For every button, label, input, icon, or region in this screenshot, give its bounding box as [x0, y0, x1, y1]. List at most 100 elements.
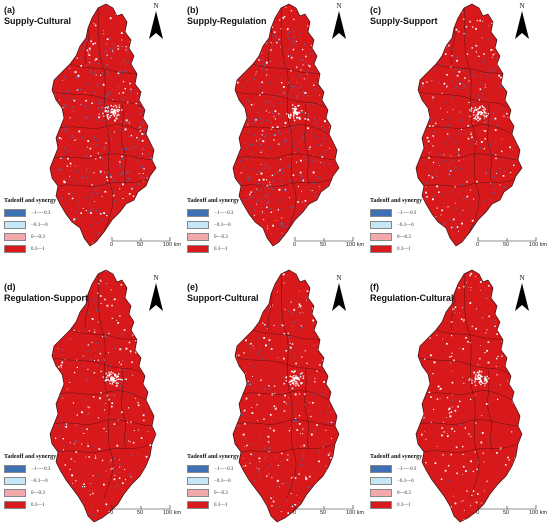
legend-swatch — [4, 245, 26, 253]
legend: Tadeoff and synergy −1—−0.3 −0.3—0 0—0.3 0.3… — [187, 454, 297, 511]
legend-item: 0.3—1 — [187, 243, 297, 255]
district-boundary — [84, 27, 90, 65]
legend-label: 0—0.3 — [214, 234, 228, 240]
district-boundary — [252, 329, 321, 341]
district-boundary — [53, 153, 153, 161]
scale-tick-label: 100 km — [163, 510, 182, 516]
scale-tick-label: 50 — [503, 510, 510, 516]
district-boundary — [487, 369, 493, 451]
scale-tick-label: 50 — [137, 510, 144, 516]
district-boundary — [236, 419, 336, 427]
region-map — [232, 3, 340, 247]
north-arrow-icon: N — [329, 2, 349, 40]
region-outline — [232, 269, 340, 523]
panel-label: (d) Regulation-Support — [4, 282, 88, 303]
region-map — [232, 269, 340, 523]
district-boundary — [425, 390, 513, 401]
north-label: N — [153, 2, 159, 10]
legend-label: 0—0.3 — [31, 234, 45, 240]
north-arrow-icon: N — [146, 274, 166, 312]
scale-bar: 0 50 100 km — [291, 236, 364, 254]
legend-label: −1—−0.3 — [31, 466, 51, 472]
legend-title: Tadeoff and synergy — [370, 198, 423, 204]
region-outline — [415, 269, 523, 523]
district-boundary — [450, 27, 456, 65]
legend-swatch — [370, 245, 392, 253]
district-boundary — [97, 7, 114, 233]
north-arrow-icon: N — [329, 274, 349, 312]
legend-swatch — [187, 209, 209, 217]
district-boundary — [280, 7, 297, 233]
district-boundary — [236, 153, 336, 161]
region-map — [415, 3, 523, 247]
legend-label: −1—−0.3 — [397, 466, 417, 472]
scale-tick-label: 100 km — [346, 510, 365, 516]
legend-item: −1—−0.3 — [187, 207, 297, 219]
legend-label: −0.3—0 — [214, 222, 231, 228]
legend-label: 0.3—1 — [214, 246, 228, 252]
legend-label: −0.3—0 — [31, 222, 48, 228]
region-outline — [49, 3, 157, 247]
north-arrow-icon: N — [146, 2, 166, 40]
district-boundary — [59, 124, 147, 135]
scale-bar: 0 50 100 km — [108, 504, 181, 522]
legend-item: −0.3—0 — [4, 219, 114, 231]
region-fill — [50, 270, 156, 522]
panel-label: (f) Regulation-Cultural — [370, 282, 454, 303]
legend-label: 0—0.3 — [214, 490, 228, 496]
legend-swatch — [187, 221, 209, 229]
district-boundary — [267, 293, 273, 331]
scale-bar: 0 50 100 km — [291, 504, 364, 522]
district-boundary — [57, 443, 151, 453]
region-outline — [49, 269, 157, 523]
scale-tick-label: 0 — [476, 242, 480, 248]
district-boundary — [69, 329, 138, 341]
district-boundary — [425, 124, 513, 135]
district-boundary — [252, 63, 321, 75]
district-boundary — [240, 177, 334, 187]
district-boundary — [463, 7, 480, 233]
legend-swatch — [4, 209, 26, 217]
legend-label: −1—−0.3 — [31, 210, 51, 216]
legend-label: 0.3—1 — [214, 502, 228, 508]
legend-item: 0—0.3 — [187, 231, 297, 243]
legend: Tadeoff and synergy −1—−0.3 −0.3—0 0—0.3 0.3… — [370, 198, 480, 255]
legend-swatch — [187, 489, 209, 497]
scale-tick-label: 0 — [110, 242, 114, 248]
scale-tick-label: 0 — [110, 510, 114, 516]
legend-item: 0.3—1 — [4, 499, 114, 511]
legend-swatch — [370, 465, 392, 473]
legend-item: −0.3—0 — [4, 475, 114, 487]
legend: Tadeoff and synergy −1—−0.3 −0.3—0 0—0.3 0.3… — [4, 454, 114, 511]
legend-label: 0.3—1 — [31, 502, 45, 508]
legend-label: −0.3—0 — [397, 222, 414, 228]
legend-item: 0—0.3 — [370, 231, 480, 243]
district-boundary — [121, 103, 127, 185]
district-boundary — [97, 273, 114, 499]
legend-swatch — [4, 233, 26, 241]
district-boundary — [59, 390, 147, 401]
region-map — [49, 3, 157, 247]
legend-label: −1—−0.3 — [214, 466, 234, 472]
map-panel: (d) Regulation-Support N Tadeoff and syner… — [0, 266, 183, 531]
legend-label: 0.3—1 — [397, 246, 411, 252]
scale-tick-label: 50 — [503, 242, 510, 248]
legend-title: Tadeoff and synergy — [187, 198, 240, 204]
district-boundary — [463, 273, 480, 499]
district-boundary — [423, 443, 517, 453]
north-arrow-icon: N — [512, 274, 532, 312]
panel-label: (a) Supply-Cultural — [4, 5, 71, 26]
scale-tick-label: 100 km — [346, 242, 365, 248]
legend-swatch — [4, 489, 26, 497]
district-boundary — [450, 293, 456, 331]
district-boundary — [280, 273, 297, 499]
legend-swatch — [4, 501, 26, 509]
legend-label: 0.3—1 — [397, 502, 411, 508]
legend-item: −1—−0.3 — [4, 207, 114, 219]
scale-tick-label: 50 — [320, 242, 327, 248]
legend: Tadeoff and synergy −1—−0.3 −0.3—0 0—0.3 0.3… — [4, 198, 114, 255]
panel-label: (e) Support-Cultural — [187, 282, 259, 303]
legend-swatch — [370, 477, 392, 485]
district-boundary — [435, 63, 504, 75]
district-boundary — [242, 124, 330, 135]
